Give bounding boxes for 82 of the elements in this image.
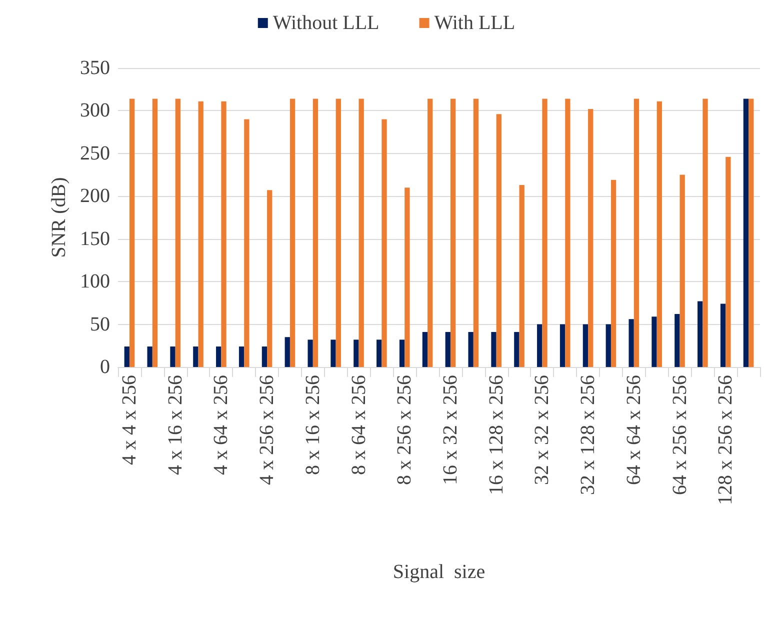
bar bbox=[170, 346, 176, 367]
bar bbox=[354, 340, 359, 367]
x-tick-label: 4 x 4 x 256 bbox=[118, 375, 140, 465]
bar bbox=[468, 332, 474, 367]
bar bbox=[238, 346, 244, 367]
legend-label: With LLL bbox=[434, 12, 516, 34]
legend-label: Without LLL bbox=[272, 12, 380, 34]
x-tick-label: 4 x 16 x 256 bbox=[164, 375, 186, 475]
x-tick-label: 16 x 128 x 256 bbox=[485, 375, 508, 495]
bar bbox=[308, 340, 313, 367]
bar bbox=[312, 98, 318, 367]
bar bbox=[267, 190, 272, 367]
x-tick-label: 32 x 32 x 256 bbox=[531, 375, 554, 485]
x-tick-label: 8 x 16 x 256 bbox=[302, 375, 324, 475]
bar bbox=[565, 98, 570, 367]
bar bbox=[358, 98, 364, 367]
bar bbox=[422, 332, 428, 367]
bar bbox=[330, 340, 336, 367]
bar bbox=[473, 98, 479, 367]
x-tick-label: 64 x 64 x 256 bbox=[622, 375, 645, 485]
x-tick-label: 8 x 256 x 256 bbox=[394, 375, 416, 485]
bar bbox=[404, 188, 410, 367]
y-tick-label: 300 bbox=[80, 100, 110, 122]
bar bbox=[610, 180, 616, 367]
bar bbox=[221, 101, 226, 367]
bar bbox=[491, 332, 496, 367]
bar bbox=[152, 98, 158, 367]
bar bbox=[698, 301, 703, 367]
y-tick-label: 250 bbox=[80, 142, 110, 164]
bar bbox=[702, 98, 708, 367]
y-tick-label: 150 bbox=[80, 228, 110, 250]
bar bbox=[652, 316, 657, 367]
bar bbox=[290, 98, 296, 367]
bar bbox=[336, 98, 341, 367]
x-tick-label: 4 x 64 x 256 bbox=[210, 375, 232, 475]
y-tick-label: 350 bbox=[80, 57, 110, 79]
x-tick-label: 16 x 32 x 256 bbox=[439, 375, 462, 485]
bar bbox=[193, 346, 198, 367]
bar bbox=[382, 119, 387, 367]
bar bbox=[582, 324, 588, 367]
x-tick-label: 32 x 128 x 256 bbox=[577, 375, 600, 495]
bar bbox=[284, 337, 290, 367]
bar bbox=[748, 98, 754, 367]
x-tick-label: 4 x 256 x 256 bbox=[256, 375, 278, 485]
bar bbox=[514, 332, 520, 367]
bar bbox=[537, 324, 542, 367]
bar bbox=[175, 98, 180, 367]
bar bbox=[216, 346, 222, 367]
bar bbox=[743, 98, 749, 367]
bar bbox=[129, 98, 135, 367]
y-tick-label: 50 bbox=[90, 313, 110, 336]
bar bbox=[588, 109, 594, 367]
bar bbox=[560, 324, 566, 367]
y-axis-title: SNR (dB) bbox=[48, 177, 70, 258]
x-axis-title: Signal size bbox=[392, 561, 486, 583]
x-tick-label: 128 x 256 x 256 bbox=[714, 375, 737, 505]
bar bbox=[450, 98, 456, 367]
y-tick-label: 0 bbox=[100, 356, 110, 378]
bar bbox=[674, 314, 680, 367]
bar bbox=[606, 324, 611, 367]
y-tick-label: 100 bbox=[80, 270, 110, 293]
bar bbox=[147, 346, 152, 367]
bar bbox=[519, 185, 524, 367]
bar bbox=[445, 332, 450, 367]
bar bbox=[496, 114, 502, 367]
bar bbox=[399, 340, 405, 367]
y-tick-label: 200 bbox=[80, 185, 110, 208]
bar bbox=[244, 119, 250, 367]
bar bbox=[720, 304, 726, 367]
bar bbox=[680, 174, 685, 367]
bar bbox=[124, 346, 130, 367]
bar bbox=[428, 98, 433, 367]
x-tick-label: 64 x 256 x 256 bbox=[668, 375, 691, 495]
bar bbox=[542, 98, 548, 367]
bar bbox=[656, 101, 662, 367]
bar bbox=[262, 346, 268, 367]
bar bbox=[198, 101, 204, 367]
bar bbox=[628, 319, 634, 367]
x-tick-label: 8 x 64 x 256 bbox=[348, 375, 370, 475]
bar bbox=[376, 340, 382, 367]
bar bbox=[634, 98, 640, 367]
bar bbox=[726, 156, 731, 367]
